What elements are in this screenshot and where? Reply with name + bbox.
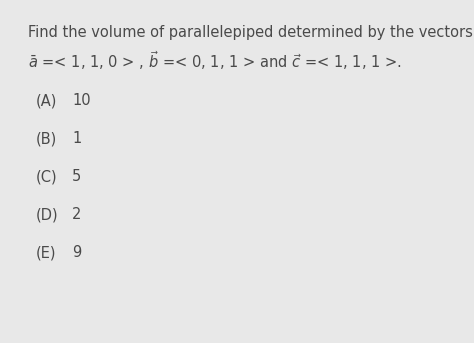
Text: (C): (C)	[36, 169, 58, 184]
Text: 9: 9	[72, 245, 81, 260]
Text: 2: 2	[72, 207, 82, 222]
Text: (E): (E)	[36, 245, 56, 260]
Text: 5: 5	[72, 169, 81, 184]
Text: Find the volume of parallelepiped determined by the vectors: Find the volume of parallelepiped determ…	[28, 25, 473, 40]
Text: (B): (B)	[36, 131, 57, 146]
Text: (A): (A)	[36, 93, 57, 108]
Text: $\bar{a}$ =< 1, 1, 0 > , $\vec{b}$ =< 0, 1, 1 > and $\vec{c}$ =< 1, 1, 1 >.: $\bar{a}$ =< 1, 1, 0 > , $\vec{b}$ =< 0,…	[28, 49, 402, 72]
Text: 1: 1	[72, 131, 81, 146]
Text: 10: 10	[72, 93, 91, 108]
Text: (D): (D)	[36, 207, 59, 222]
